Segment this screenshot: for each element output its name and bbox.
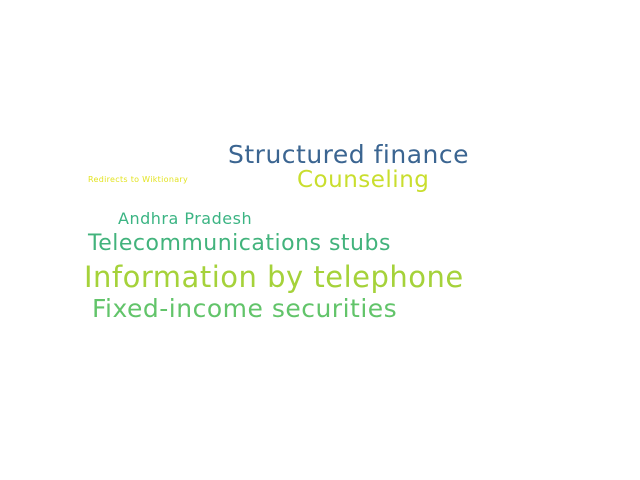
word-redirects-to-wiktionary: Redirects to Wiktionary <box>88 175 189 184</box>
word-counseling: Counseling <box>297 167 430 193</box>
word-fixed-income-securities: Fixed-income securities <box>92 294 398 323</box>
word-information-by-telephone: Information by telephone <box>84 260 464 294</box>
word-structured-finance: Structured finance <box>228 140 469 169</box>
word-andhra-pradesh: Andhra Pradesh <box>118 209 253 228</box>
word-telecommunications-stubs: Telecommunications stubs <box>88 231 391 256</box>
